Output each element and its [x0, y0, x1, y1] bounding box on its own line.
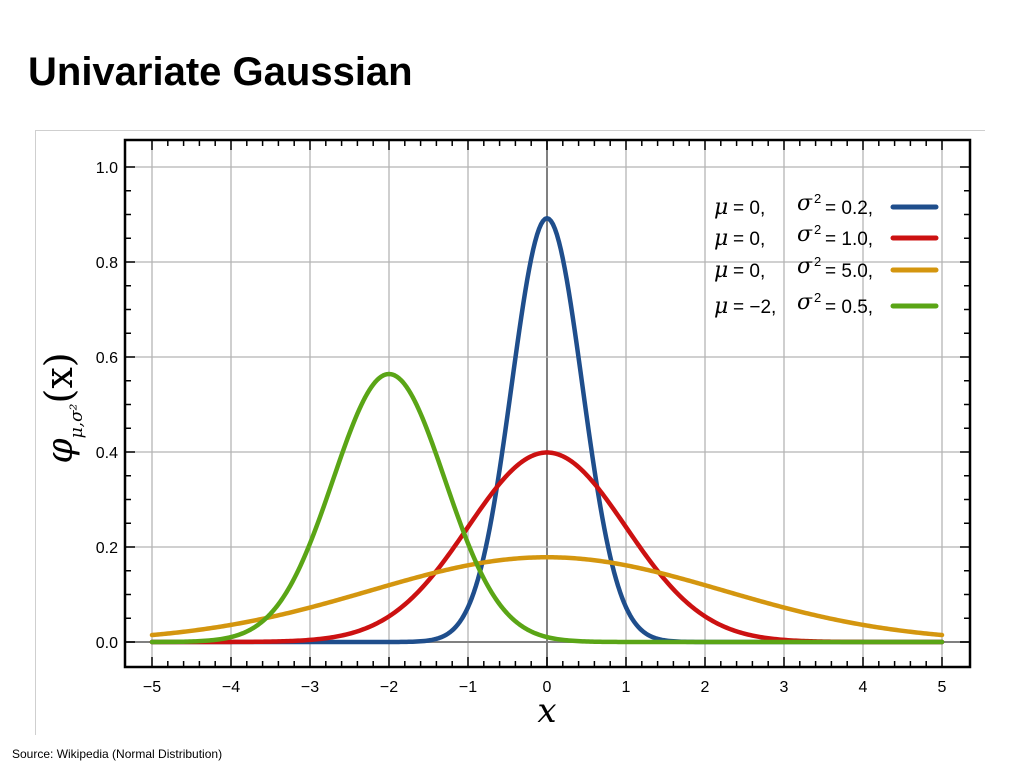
- legend-sigma-value: = 0.5,: [825, 297, 873, 318]
- legend-sigma-value: = 1.0,: [825, 229, 873, 250]
- legend-mu-symbol: μ: [714, 226, 728, 251]
- x-tick-label: 1: [622, 679, 631, 696]
- legend-sigma-exponent: 2: [814, 290, 821, 305]
- y-tick-label: 0.0: [96, 635, 118, 652]
- plot-border: [123, 138, 972, 669]
- x-tick-label: −5: [143, 679, 161, 696]
- x-axis-title: x: [537, 691, 556, 731]
- y-tick-label: 0.4: [96, 445, 118, 462]
- legend-sigma-symbol: σ: [797, 191, 813, 216]
- source-note: Source: Wikipedia (Normal Distribution): [12, 747, 223, 761]
- slide-title: Univariate Gaussian: [28, 50, 413, 94]
- series-line-4: [149, 371, 945, 645]
- legend-sigma-exponent: 2: [814, 254, 821, 269]
- legend-mu-value: = 0,: [733, 229, 765, 250]
- x-tick-label: 0: [543, 679, 552, 696]
- y-axis-title-subscript: μ,σ²: [67, 403, 87, 438]
- y-tick-label: 0.2: [96, 540, 118, 557]
- legend-sigma-symbol: σ: [797, 222, 813, 247]
- x-tick-label: −2: [380, 679, 398, 696]
- legend-mu-value: = 0,: [733, 198, 765, 219]
- x-tick-label: 5: [938, 679, 947, 696]
- legend-sigma-exponent: 2: [814, 191, 821, 206]
- x-tick-label: 4: [859, 679, 868, 696]
- legend-entry: μ = 0, σ 2 = 0.2,: [714, 191, 939, 220]
- legend-mu-value: = −2,: [733, 297, 776, 318]
- legend-entry: μ = −2, σ 2 = 0.5,: [714, 290, 939, 319]
- x-tick-label: −1: [459, 679, 477, 696]
- y-tick-label: 0.6: [96, 350, 118, 367]
- series-lines: [149, 216, 945, 645]
- y-tick-label: 0.8: [96, 255, 118, 272]
- series-line-3: [149, 555, 945, 638]
- x-tick-label: −3: [301, 679, 319, 696]
- legend-sigma-value: = 0.2,: [825, 198, 873, 219]
- legend-mu-value: = 0,: [733, 261, 765, 282]
- y-axis-title-symbol: φ: [40, 438, 81, 464]
- legend-sigma-exponent: 2: [814, 222, 821, 237]
- figure-frame: [35, 130, 985, 735]
- legend-mu-symbol: μ: [714, 294, 728, 319]
- legend-mu-symbol: μ: [714, 195, 728, 220]
- y-tick-labels: 0.0 0.2 0.4 0.6 0.8 1.0: [96, 160, 118, 652]
- legend-sigma-symbol: σ: [797, 254, 813, 279]
- x-tick-label: 2: [701, 679, 710, 696]
- x-tick-labels: −5 −4 −3 −2 −1 0 1 2 3 4 5: [143, 679, 947, 696]
- legend-sigma-symbol: σ: [797, 290, 813, 315]
- legend-mu-symbol: μ: [714, 258, 728, 283]
- legend-entry: μ = 0, σ 2 = 1.0,: [714, 222, 939, 251]
- y-tick-label: 1.0: [96, 160, 118, 177]
- y-axis-title: φμ,σ²(x): [37, 352, 87, 463]
- grid: [125, 140, 970, 667]
- x-tick-label: 3: [780, 679, 789, 696]
- plot-frame: [123, 138, 972, 669]
- x-tick-label: −4: [222, 679, 240, 696]
- legend-sigma-value: = 5.0,: [825, 261, 873, 282]
- svg-text:φμ,σ²(x): φμ,σ²(x): [37, 352, 87, 463]
- legend-entry: μ = 0, σ 2 = 5.0,: [714, 254, 939, 283]
- y-axis-title-argument: (x): [37, 352, 81, 403]
- legend: μ = 0, σ 2 = 0.2,μ = 0, σ 2 = 1.0,μ = 0, σ 2 = 5.0,μ…: [714, 191, 939, 319]
